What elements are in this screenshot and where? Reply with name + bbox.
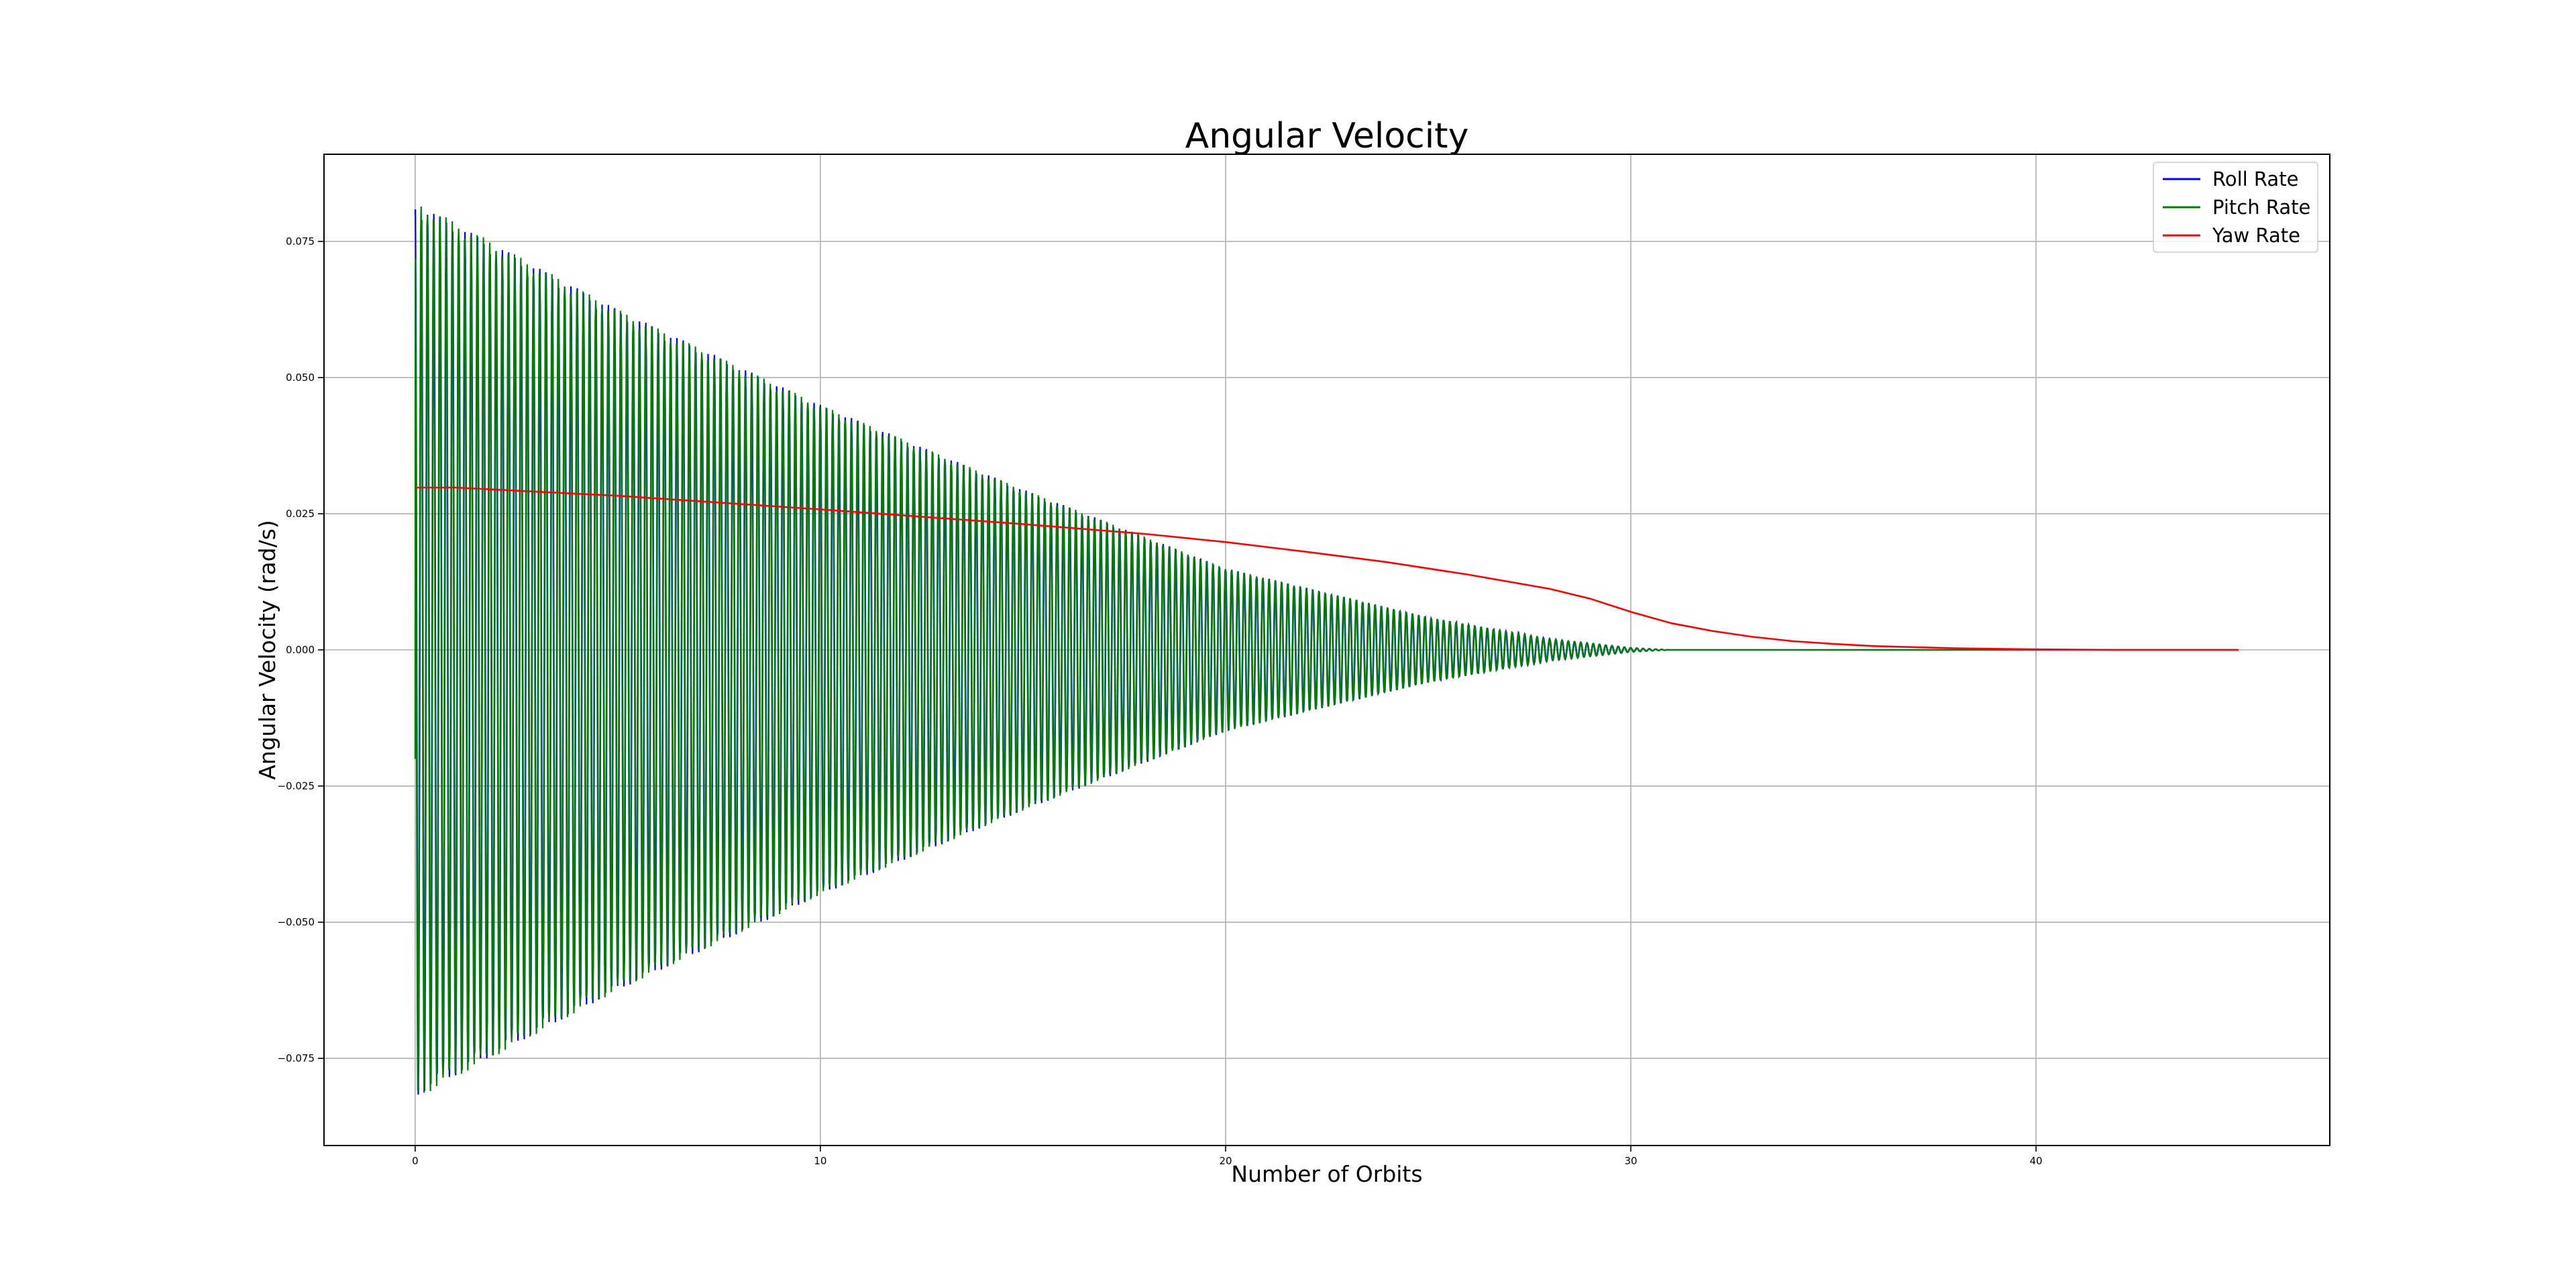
legend: Roll Rate Pitch Rate Yaw Rate [2153,162,2318,253]
y-tick-label: 0.025 [286,508,315,520]
x-tick-label: 20 [1219,1155,1232,1167]
legend-label: Pitch Rate [2212,196,2310,219]
y-tick-label: 0.050 [286,372,315,384]
y-tick-label: −0.025 [277,780,315,792]
legend-box [2153,162,2318,253]
y-tick-label: 0.075 [286,235,315,247]
series-pitch-rate-line [414,206,2239,1093]
legend-label: Roll Rate [2212,168,2298,190]
y-tick-label: −0.075 [277,1052,315,1064]
y-axis-label: Angular Velocity (rad/s) [254,520,280,780]
x-tick-label: 10 [814,1155,826,1167]
ticks: 0 10 20 30 40 −0.075 −0.050 −0.025 0.000 0.025 0.0… [277,235,2042,1167]
x-tick-label: 0 [412,1155,419,1167]
chart-title: Angular Velocity [1185,116,1469,156]
x-tick-label: 40 [2030,1155,2043,1167]
y-tick-label: 0.000 [286,644,315,656]
grid [324,154,2330,1146]
series-yaw-rate-line [415,486,2239,651]
x-axis-label: Number of Orbits [1231,1161,1422,1187]
legend-label: Yaw Rate [2212,224,2300,247]
x-tick-label: 30 [1624,1155,1637,1167]
y-tick-label: −0.050 [277,916,315,928]
plot-area [414,206,2239,1095]
